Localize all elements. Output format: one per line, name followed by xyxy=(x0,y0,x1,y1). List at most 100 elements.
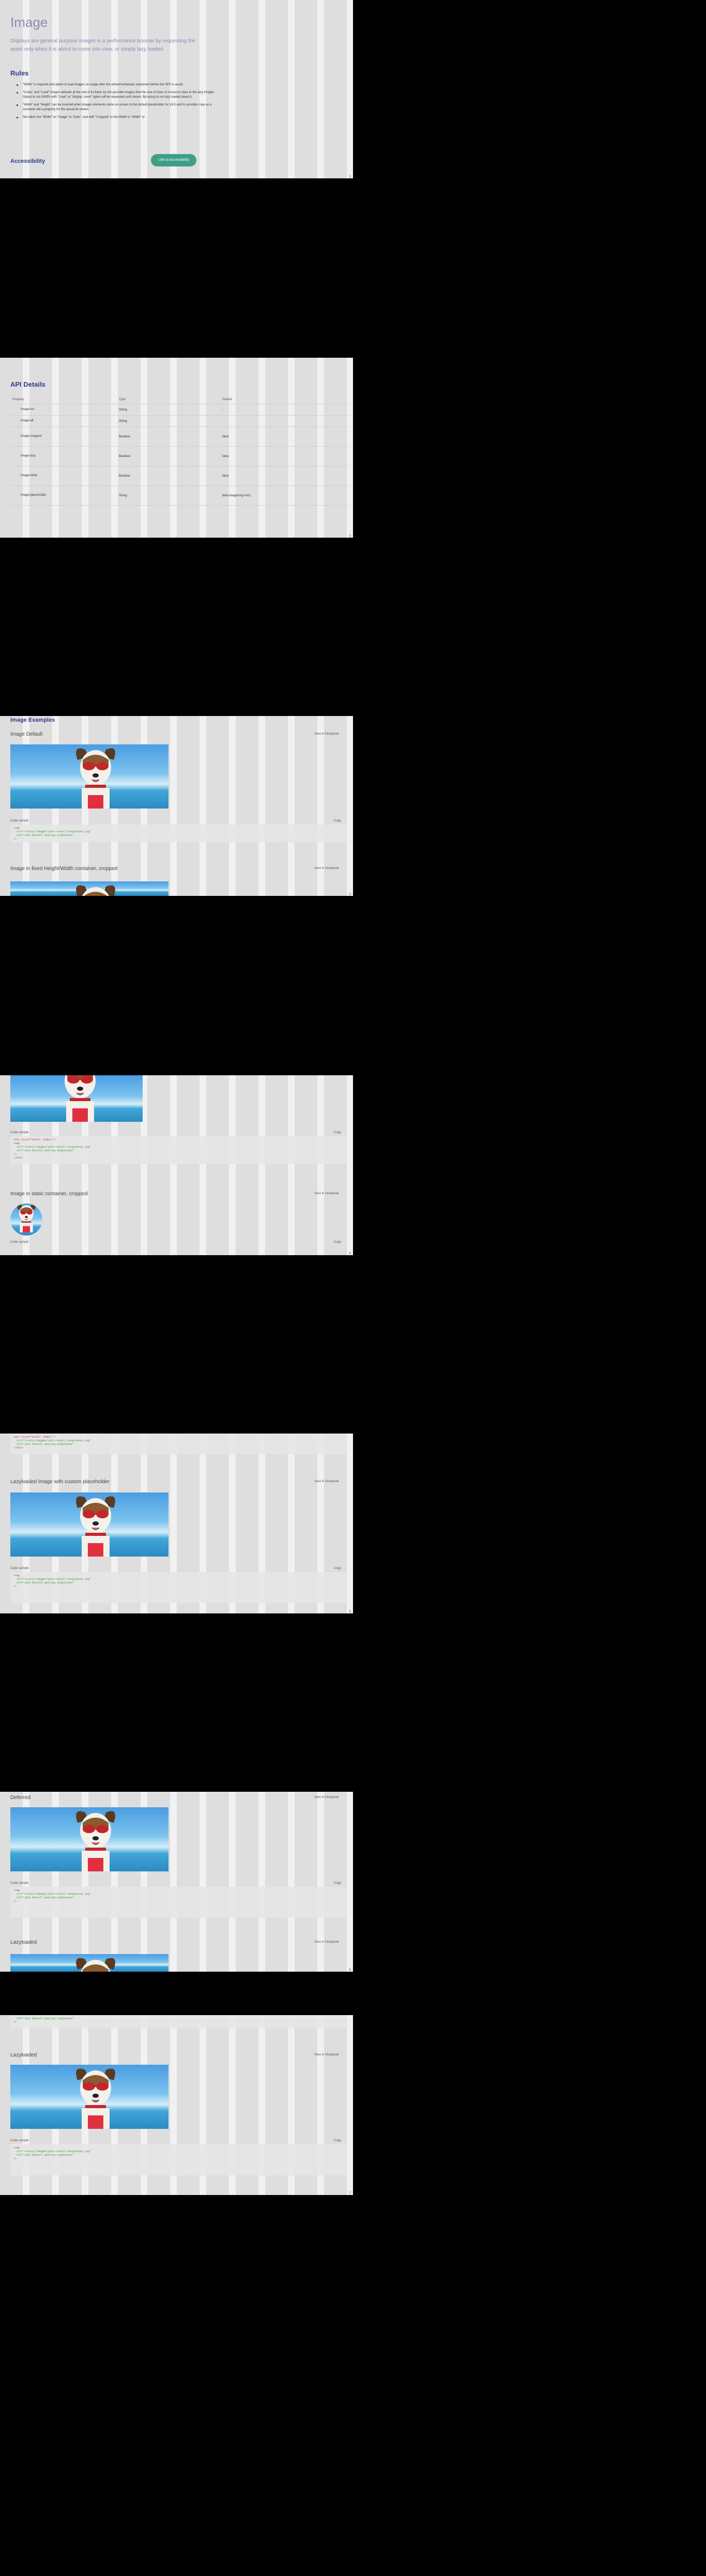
dog-photo-icon xyxy=(75,2068,116,2129)
storybook-link[interactable]: View in Storybook xyxy=(314,1192,339,1195)
dog-photo-icon xyxy=(75,1496,116,1557)
example-title: Lazyloaded xyxy=(10,2052,37,2058)
header-cell: Default xyxy=(222,398,233,401)
page-title: Image xyxy=(10,14,48,30)
code-language: Code sample xyxy=(10,1882,29,1885)
header-cell: Property xyxy=(12,398,24,401)
code-language: Code sample xyxy=(10,1131,29,1134)
page-number: 7 xyxy=(348,2192,352,2195)
page-number: 1 xyxy=(348,175,352,178)
code-block[interactable]: <div style="width: 200px;"> src="/static… xyxy=(10,1434,347,1454)
example-image xyxy=(10,1954,168,1972)
storybook-link[interactable]: View in Storybook xyxy=(314,1796,339,1799)
rule-item: "Width" is required and option to load i… xyxy=(10,83,214,87)
prop-type: String xyxy=(119,408,127,411)
prop-name: Image:lazy xyxy=(21,454,36,458)
prop-default: - xyxy=(222,408,223,411)
accessibility-link-button[interactable]: Link to Accessibility xyxy=(151,154,196,166)
table-row: Image:src String - xyxy=(10,404,349,416)
example-image xyxy=(10,1075,143,1122)
intro-section: Image Displays are general purpose image… xyxy=(0,0,353,178)
code-block[interactable]: <img src="/static/images/jack-russell-su… xyxy=(10,825,347,842)
code-block[interactable]: <img src="/static/images/jack-russell-su… xyxy=(10,1887,347,1918)
prop-type: Boolean xyxy=(119,454,131,458)
example-title: Image Default xyxy=(10,731,43,737)
prop-default: data:image/svg+xml... xyxy=(222,494,253,497)
code-language: Code sample xyxy=(10,1567,29,1570)
page-number: 3 xyxy=(348,893,352,896)
accessibility-heading: Accessibility xyxy=(10,158,45,164)
examples-heading: Image Examples xyxy=(10,717,55,723)
code-block[interactable]: <div style="width: 200px;"> <img src="/s… xyxy=(10,1136,347,1164)
dog-photo-icon xyxy=(17,1204,36,1233)
lead-text: Displays are general purpose images is a… xyxy=(10,38,195,52)
api-table: Property Type Default Image:src String -… xyxy=(10,395,349,506)
storybook-link[interactable]: View in Storybook xyxy=(314,1480,339,1483)
copy-button[interactable]: Copy xyxy=(333,1241,341,1244)
example-title: Lazyloaded xyxy=(10,1940,37,1945)
rules-heading: Rules xyxy=(10,69,29,77)
code-language: Code sample xyxy=(10,819,29,822)
code-block[interactable]: alt="Jack Russell wearing sunglasses" /> xyxy=(10,2015,347,2029)
examples-section-1: Image Examples Image Default View in Sto… xyxy=(0,716,353,896)
example-title: Image in static container, cropped xyxy=(10,1191,88,1197)
example-title: Deferred xyxy=(10,1795,30,1801)
examples-section-5: alt="Jack Russell wearing sunglasses" />… xyxy=(0,2015,353,2195)
storybook-link[interactable]: View in Storybook xyxy=(314,867,339,870)
copy-button[interactable]: Copy xyxy=(333,1131,341,1134)
prop-name: Image:alt xyxy=(21,419,34,422)
api-heading: API Details xyxy=(10,380,45,388)
example-image xyxy=(10,2065,168,2129)
page-number: 2 xyxy=(348,535,352,538)
prop-default: false xyxy=(222,454,229,458)
dog-photo-icon xyxy=(75,748,116,809)
code-language: Code sample xyxy=(10,1241,29,1244)
header-cell: Type xyxy=(119,398,126,401)
prop-name: Image:cropped xyxy=(21,435,42,438)
prop-type: Boolean xyxy=(119,474,131,478)
table-row: Image:alt String - xyxy=(10,416,349,427)
table-row: Image:inline Boolean false xyxy=(10,466,349,486)
prop-default: - xyxy=(222,419,223,423)
prop-name: Image:src xyxy=(21,408,35,411)
example-image xyxy=(10,1807,168,1871)
rules-list: "Width" is required and option to load i… xyxy=(10,83,214,123)
code-block[interactable]: <img src="/static/images/jack-russell-su… xyxy=(10,1572,347,1603)
copy-button[interactable]: Copy xyxy=(333,1882,341,1885)
prop-default: false xyxy=(222,474,229,478)
table-row: Image:lazy Boolean false xyxy=(10,447,349,466)
dog-photo-icon xyxy=(75,1811,116,1871)
storybook-link[interactable]: View in Storybook xyxy=(314,733,339,736)
rule-item: "Crops" and "Load" images defaults at th… xyxy=(10,90,214,100)
copy-button[interactable]: Copy xyxy=(333,819,341,822)
api-section: API Details Property Type Default Image:… xyxy=(0,358,353,538)
copy-button[interactable]: Copy xyxy=(333,2139,341,2142)
example-title: Lazyloaded Image with custom placeholder xyxy=(10,1479,110,1485)
prop-type: String xyxy=(119,419,127,423)
code-block[interactable]: <img src="/static/images/jack-russell-su… xyxy=(10,2144,347,2175)
prop-type: Boolean xyxy=(119,435,131,438)
example-image xyxy=(10,744,168,809)
examples-section-3: <div style="width: 200px;"> src="/static… xyxy=(0,1434,353,1613)
rule-item: Set either the "Width" on "Image" to "Au… xyxy=(10,115,214,120)
example-image xyxy=(10,881,168,896)
rule-item: "Width" and "Height" can be inserted whe… xyxy=(10,103,214,112)
storybook-link[interactable]: View in Storybook xyxy=(314,2053,339,2056)
page-number: 4 xyxy=(348,1252,352,1255)
page-number: 5 xyxy=(348,1610,352,1613)
dog-photo-icon xyxy=(60,1075,100,1122)
prop-name: Image:placeholder xyxy=(21,494,47,497)
example-image-round xyxy=(10,1203,42,1236)
examples-section-4: Deferred View in Storybook Code sample C… xyxy=(0,1792,353,1972)
example-image xyxy=(10,1492,168,1557)
dog-photo-icon xyxy=(75,885,116,896)
page-number: 6 xyxy=(348,1969,352,1972)
dog-photo-icon xyxy=(75,1958,116,1972)
prop-name: Image:inline xyxy=(21,474,38,477)
copy-button[interactable]: Copy xyxy=(333,1567,341,1570)
code-language: Code sample xyxy=(10,2139,29,2142)
prop-type: String xyxy=(119,494,127,497)
table-row: Image:cropped Boolean false xyxy=(10,427,349,447)
storybook-link[interactable]: View in Storybook xyxy=(314,1941,339,1944)
prop-default: false xyxy=(222,435,229,438)
